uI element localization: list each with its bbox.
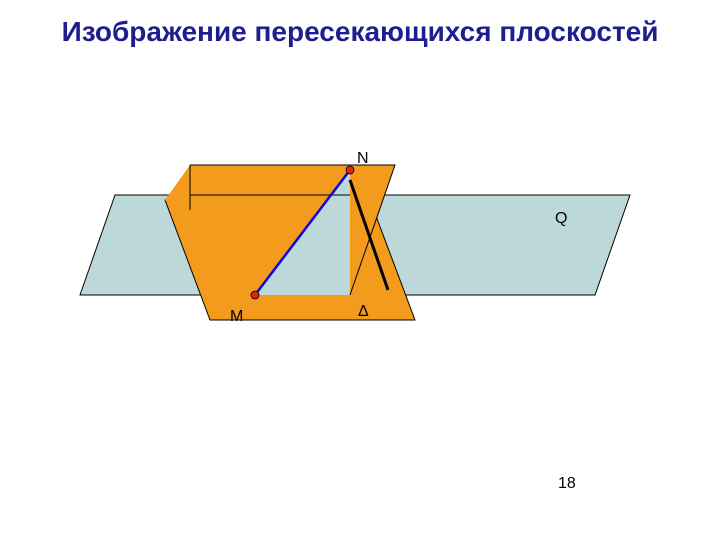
- point-m: [251, 291, 259, 299]
- slide: Изображение пересекающихся плоскостей N …: [0, 0, 720, 540]
- label-n: N: [357, 150, 369, 168]
- point-n: [346, 166, 354, 174]
- label-delta: Δ: [358, 303, 369, 321]
- label-q: Q: [555, 210, 567, 228]
- label-m: M: [230, 308, 243, 326]
- page-number: 18: [558, 475, 576, 493]
- intersecting-planes-diagram: [0, 0, 720, 540]
